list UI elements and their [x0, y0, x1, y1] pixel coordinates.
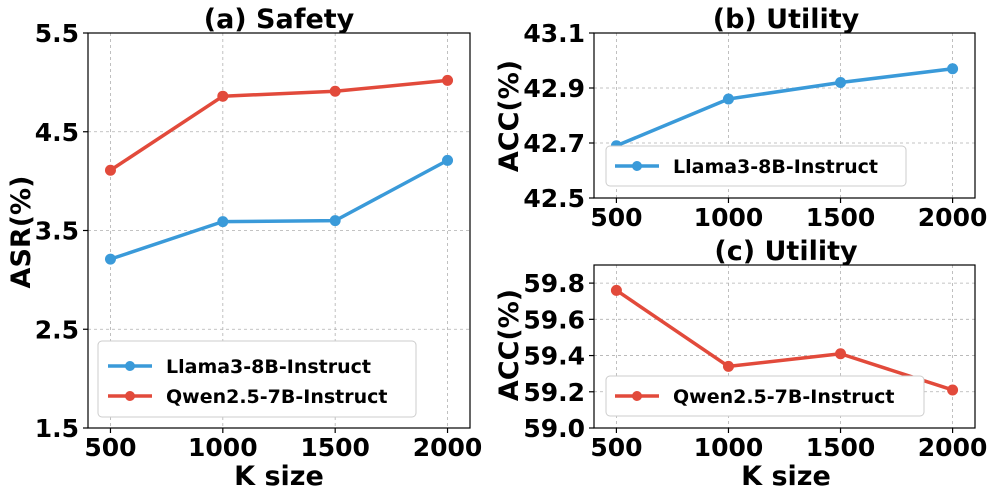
panel-a-axes-frame [87, 32, 471, 429]
panel-c-legend: Qwen2.5-7B-Instruct [605, 375, 925, 417]
panel-b-axes-frame [593, 32, 976, 199]
panel-b-xtick-label-500: 500 [590, 203, 642, 232]
panel-c-ytick-label-59.8: 59.8 [523, 269, 585, 298]
panel-c-title: (c) Utility [714, 236, 858, 267]
panel-c-ytick-label-59.4: 59.4 [523, 342, 585, 371]
panel-a-ytick-label-4.5: 4.5 [35, 118, 79, 147]
panel-c-axes-frame [593, 264, 976, 429]
panel-a-series-1-point-500 [104, 164, 116, 176]
panel-c-xlabel: K size [741, 461, 831, 492]
panel-b-ytick-label-42.9: 42.9 [523, 74, 585, 103]
panel-b-series-0-point-1500 [835, 77, 847, 88]
panel-b-xtick-label-1000: 1000 [694, 203, 764, 232]
panel-a-plot-area: 500 1000 1500 2000 1.5 2.5 3.5 4.5 5.5 [35, 19, 483, 462]
panel-b-ytick-label-42.7: 42.7 [523, 129, 585, 158]
panel-a-ytick-label-2.5: 2.5 [35, 315, 79, 344]
panel-a-xtick-label-1500: 1500 [300, 433, 370, 462]
panel-b-legend-box [605, 145, 907, 187]
panel-c-xtick-label-1000: 1000 [694, 433, 764, 462]
panel-a-ytick-label-3.5: 3.5 [35, 217, 79, 246]
panel-c-ylabel: ACC(%) [494, 289, 525, 401]
panel-a-legend-marker-qwen [125, 391, 135, 401]
panel-b: (b) Utility ACC(%) 500 1000 1500 2000 42.5 42… [494, 4, 987, 232]
panel-b-ytick-label-43.1: 43.1 [523, 19, 585, 48]
panel-b-plot-area: 500 1000 1500 2000 42.5 42.7 42.9 43.1 [523, 19, 987, 232]
panel-a-series-0-point-1000 [217, 216, 229, 228]
panel-a-series-1-point-1000 [217, 90, 229, 102]
panel-b-series-0-point-2000 [947, 63, 959, 75]
panel-c-ytick-label-59.2: 59.2 [523, 378, 585, 407]
panel-b-legend-label-llama: Llama3-8B-Instruct [673, 156, 878, 178]
panel-a: (a) Safety ASR(%) K size 500 1000 1500 2000… [6, 4, 482, 492]
panel-a-ytick-label-5.5: 5.5 [35, 19, 79, 48]
panel-c-series-line-0 [615, 288, 954, 392]
panel-c-ytick-label-59.6: 59.6 [523, 305, 585, 334]
panel-a-series-line-1 [109, 78, 448, 172]
panel-b-legend-marker-llama [632, 161, 642, 171]
panel-a-xlabel: K size [234, 461, 324, 492]
panel-a-ytick-label-1.5: 1.5 [35, 414, 79, 443]
panel-a-legend-box [97, 340, 417, 418]
panel-a-ylabel: ASR(%) [6, 176, 37, 289]
panel-b-ylabel: ACC(%) [494, 60, 525, 172]
panel-a-legend-label-qwen: Qwen2.5-7B-Instruct [166, 386, 387, 408]
panel-a-xtick-label-500: 500 [84, 433, 136, 462]
panel-b-xtick-label-1500: 1500 [806, 203, 876, 232]
panel-a-title: (a) Safety [204, 4, 355, 35]
panel-c-series-0-point-1000 [722, 360, 734, 372]
panel-c-series-0-point-2000 [947, 384, 959, 396]
panel-b-xtick-label-2000: 2000 [918, 203, 988, 232]
panel-b-series-0-point-1000 [722, 93, 734, 105]
panel-a-legend-label-llama: Llama3-8B-Instruct [166, 356, 371, 378]
panel-b-legend: Llama3-8B-Instruct [605, 145, 907, 187]
panel-c-legend-box [605, 375, 925, 417]
panel-c-plot-area: 500 1000 1500 2000 59.0 59.2 59.4 59.6 59.8 [523, 264, 988, 462]
panel-c-xtick-label-1500: 1500 [806, 433, 876, 462]
panel-c-xtick-label-2000: 2000 [918, 433, 988, 462]
panel-a-series-1-point-2000 [442, 74, 454, 86]
panel-b-title: (b) Utility [713, 4, 860, 35]
panel-c-series-0-point-1500 [835, 348, 847, 360]
panel-c-xtick-label-500: 500 [590, 433, 642, 462]
panel-a-series-1-point-1500 [329, 85, 341, 97]
panel-c-legend-marker-qwen [632, 391, 642, 401]
panel-a-series-0-point-2000 [442, 154, 454, 166]
panel-c: (c) Utility ACC(%) K size 500 1000 1500 200… [494, 236, 987, 492]
panel-b-series-line-0 [615, 67, 953, 148]
panel-b-ytick-label-42.5: 42.5 [523, 184, 585, 213]
panel-c-series-0-point-500 [610, 284, 622, 296]
panel-a-xtick-label-1000: 1000 [188, 433, 258, 462]
panel-a-xtick-label-2000: 2000 [413, 433, 483, 462]
panel-a-series-0-point-1500 [329, 215, 341, 227]
panel-a-series-0-point-500 [104, 253, 116, 265]
panel-a-legend: Llama3-8B-Instruct Qwen2.5-7B-Instruct [97, 340, 417, 418]
panel-a-legend-marker-llama [125, 361, 135, 371]
panel-c-legend-label-qwen: Qwen2.5-7B-Instruct [673, 386, 894, 408]
panel-a-series-line-0 [109, 158, 449, 261]
panel-c-ytick-label-59.0: 59.0 [523, 414, 585, 443]
